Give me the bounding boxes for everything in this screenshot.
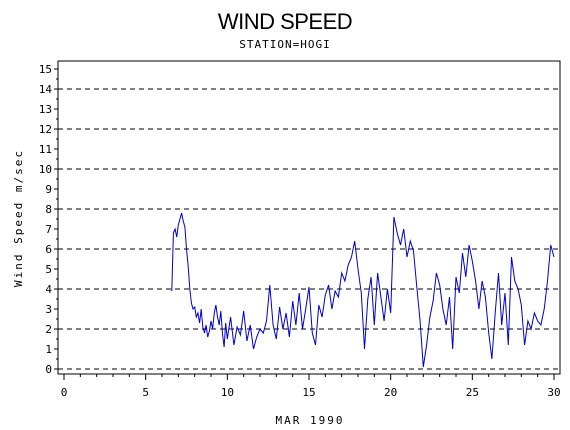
x-tick-label-30: 30 [547, 386, 560, 399]
x-tick-label-0: 0 [61, 386, 68, 399]
y-axis-label: Wind Speed m/sec [12, 149, 25, 287]
y-tick-label-2: 2 [45, 323, 52, 336]
x-tick-label-10: 10 [221, 386, 234, 399]
y-tick-label-14: 14 [39, 83, 53, 96]
y-tick-label-15: 15 [39, 63, 52, 76]
gridlines [58, 88, 560, 370]
y-tick-label-0: 0 [45, 363, 52, 376]
x-tick-label-25: 25 [466, 386, 479, 399]
y-tick-label-6: 6 [45, 243, 52, 256]
y-tick-label-9: 9 [45, 183, 52, 196]
y-tick-label-3: 3 [45, 303, 52, 316]
chart-title: WIND SPEED [218, 9, 352, 34]
y-tick-label-7: 7 [45, 223, 52, 236]
y-tick-label-5: 5 [45, 263, 52, 276]
y-tick-label-11: 11 [39, 143, 52, 156]
x-tick-label-20: 20 [384, 386, 397, 399]
wind-speed-series-line [171, 212, 555, 368]
x-axis: 0 5 10 15 20 25 30 [61, 374, 561, 399]
y-tick-label-13: 13 [39, 103, 52, 116]
x-tick-label-5: 5 [142, 386, 149, 399]
x-tick-label-15: 15 [302, 386, 315, 399]
x-axis-label: MAR 1990 [276, 414, 345, 427]
y-tick-label-12: 12 [39, 123, 52, 136]
y-tick-label-8: 8 [45, 203, 52, 216]
plot-frame [57, 60, 561, 375]
y-tick-label-4: 4 [45, 283, 52, 296]
y-tick-label-1: 1 [45, 343, 52, 356]
y-tick-label-10: 10 [39, 163, 52, 176]
chart-subtitle: STATION=HOGI [239, 38, 330, 51]
